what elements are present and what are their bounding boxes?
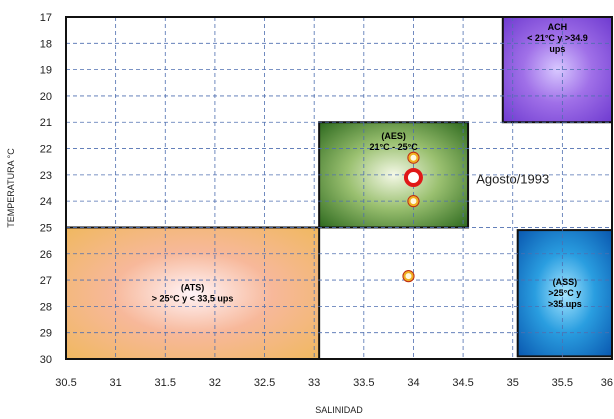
y-tick-label-21: 21: [40, 117, 52, 129]
point-layer: [402, 151, 423, 283]
water-mass-aes-label-0: (AES): [381, 131, 406, 141]
y-tick-label-23: 23: [40, 170, 52, 182]
y-tick-label-17: 17: [40, 12, 52, 24]
water-mass-ach-label-1: < 21°C y >34.9: [527, 33, 588, 43]
x-tick-label-31: 31: [110, 377, 122, 389]
water-mass-ass-label-2: >35 ups: [548, 299, 582, 309]
y-tick-label-22: 22: [40, 144, 52, 156]
y-tick-label-20: 20: [40, 91, 52, 103]
x-tick-label-32.5: 32.5: [254, 377, 275, 389]
water-mass-ass-label-0: (ASS): [553, 277, 578, 287]
data-point-3: [402, 270, 415, 283]
x-tick-label-34.5: 34.5: [452, 377, 473, 389]
water-mass-ats-label-1: > 25°C y < 33,5 ups: [152, 294, 234, 304]
x-tick-label-32: 32: [209, 377, 221, 389]
water-mass-ach-label-0: ACH: [548, 22, 568, 32]
y-tick-label-18: 18: [40, 38, 52, 50]
annotation-0: Agosto/1993: [476, 171, 549, 186]
annotation-layer: Agosto/1993: [476, 171, 549, 186]
water-mass-ass-label-1: >25°C y: [548, 288, 581, 298]
water-mass-ass: [516, 229, 614, 358]
water-mass-layer: [65, 16, 614, 360]
x-tick-label-33: 33: [308, 377, 320, 389]
x-tick-label-35: 35: [507, 377, 519, 389]
y-tick-label-29: 29: [40, 328, 52, 340]
x-tick-label-31.5: 31.5: [155, 377, 176, 389]
y-tick-label-28: 28: [40, 301, 52, 313]
data-point-1: [403, 167, 423, 187]
grid-layer: [66, 17, 612, 359]
x-tick-label-35.5: 35.5: [552, 377, 573, 389]
water-mass-ach-label-2: ups: [549, 44, 565, 54]
x-axis-label: SALINIDAD: [315, 405, 363, 415]
water-mass-ats-label-0: (ATS): [181, 283, 204, 293]
water-mass-ats: [65, 226, 321, 360]
frame-layer: [65, 16, 613, 360]
x-tick-label-34: 34: [407, 377, 419, 389]
water-mass-aes-label-1: 21°C - 25°C: [369, 142, 418, 152]
plot-frame: [65, 16, 613, 360]
x-tick-label-30.5: 30.5: [55, 377, 76, 389]
water-mass-aes: [318, 121, 470, 229]
data-point-2: [407, 195, 420, 208]
y-tick-label-24: 24: [40, 196, 52, 208]
y-tick-label-19: 19: [40, 65, 52, 77]
y-tick-label-26: 26: [40, 249, 52, 261]
y-tick-label-27: 27: [40, 275, 52, 287]
y-tick-label-30: 30: [40, 354, 52, 366]
y-tick-label-25: 25: [40, 222, 52, 234]
data-point-0: [407, 151, 420, 164]
y-axis-label: TEMPERATURA °C: [6, 148, 16, 228]
x-tick-label-33.5: 33.5: [353, 377, 374, 389]
x-tick-label-36: 36: [601, 377, 613, 389]
